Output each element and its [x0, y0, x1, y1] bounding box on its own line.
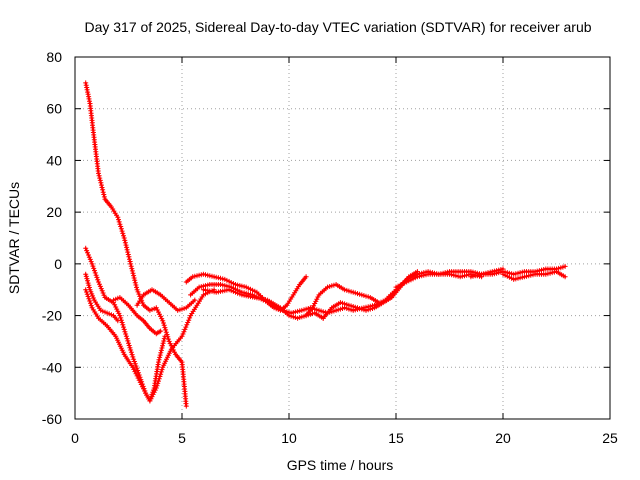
series-markers	[468, 263, 568, 280]
series-line	[84, 81, 188, 408]
satellite-track-14	[468, 263, 568, 280]
satellite-track-3	[83, 271, 121, 324]
satellite-track-1	[83, 80, 189, 409]
satellite-track-6	[134, 287, 198, 313]
chart-title: Day 317 of 2025, Sidereal Day-to-day VTE…	[84, 19, 591, 35]
y-tick-label: 40	[46, 152, 62, 168]
series-markers	[320, 269, 420, 321]
y-tick-label: 80	[46, 49, 62, 65]
plot-frame	[74, 56, 611, 420]
x-axis-label: GPS time / hours	[287, 457, 394, 473]
y-tick-label: -60	[42, 411, 62, 427]
y-tick-label: 20	[46, 204, 62, 220]
satellite-track-5	[111, 295, 164, 337]
series-markers	[500, 269, 568, 282]
series-markers	[303, 282, 382, 319]
x-tick-label: 25	[602, 430, 618, 446]
satellite-track-11	[320, 269, 420, 321]
x-tick-label: 10	[281, 430, 297, 446]
series-layer	[83, 80, 568, 409]
y-axis-label: SDTVAR / TECUs	[6, 182, 22, 294]
y-tick-label: 0	[54, 256, 62, 272]
series-markers	[83, 271, 121, 324]
satellite-track-15	[500, 269, 568, 282]
tick-layer: 0 5 10 15 20 25 80 60 40 20 0 -20 -40 -60	[42, 49, 618, 446]
satellite-track-10	[303, 282, 382, 319]
x-tick-label: 15	[388, 430, 404, 446]
x-tick-label: 20	[495, 430, 511, 446]
satellite-track-4	[83, 287, 217, 404]
x-tick-label: 0	[71, 430, 79, 446]
grid-layer	[75, 57, 610, 419]
satellite-track-2	[83, 245, 168, 404]
y-tick-label: -20	[42, 308, 62, 324]
y-tick-label: 60	[46, 101, 62, 117]
series-markers	[200, 287, 326, 321]
satellite-track-7	[183, 271, 309, 313]
series-markers	[134, 287, 198, 313]
series-line	[84, 273, 119, 322]
series-markers	[83, 80, 189, 409]
series-markers	[111, 295, 164, 337]
y-tick-label: -40	[42, 359, 62, 375]
series-markers	[183, 271, 309, 313]
series-line	[84, 288, 216, 402]
x-tick-label: 5	[178, 430, 186, 446]
series-markers	[83, 287, 217, 404]
